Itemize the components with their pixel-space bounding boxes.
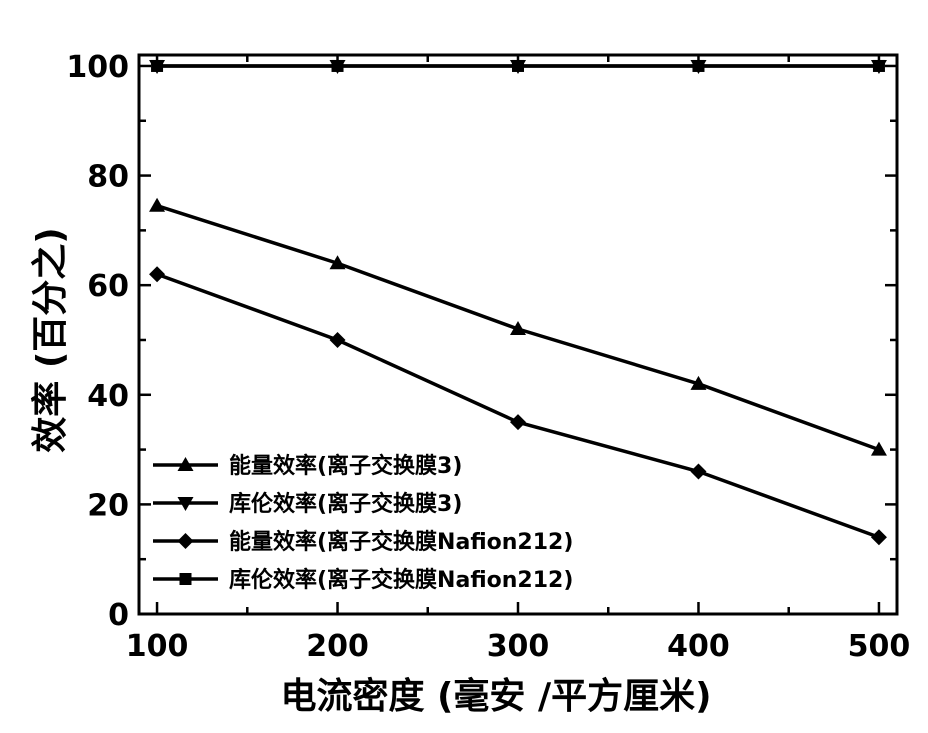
y-tick-label: 80 (87, 160, 129, 195)
data-point (151, 59, 164, 72)
x-tick-label: 400 (667, 629, 730, 664)
legend-marker (177, 457, 194, 471)
y-tick-label: 20 (87, 488, 129, 523)
data-point (329, 255, 346, 270)
y-tick-label: 100 (66, 50, 129, 85)
y-tick-label: 60 (87, 269, 129, 304)
legend-item: 能量效率(离子交换膜3) (153, 453, 462, 479)
axis-ticks: 100 200 300 400 500 0 20 40 60 80 100 (66, 50, 910, 664)
y-axis-title: 效率 (百分之) (30, 227, 71, 452)
data-point (329, 331, 346, 348)
data-point (331, 59, 344, 72)
x-tick-label: 500 (848, 629, 911, 664)
legend-item: 能量效率(离子交换膜Nafion212) (153, 529, 573, 555)
data-point (512, 59, 524, 72)
legend-marker (177, 533, 194, 549)
x-tick-label: 100 (126, 629, 189, 664)
series-3 (149, 266, 887, 546)
y-tick-label: 0 (108, 598, 129, 633)
data-point (510, 414, 526, 431)
legend-label: 库伦效率(离子交换膜3) (229, 491, 462, 517)
legend-label: 能量效率(离子交换膜Nafion212) (229, 529, 573, 555)
legend-label: 库伦效率(离子交换膜Nafion212) (229, 567, 573, 593)
data-point (690, 375, 707, 390)
data-point (690, 463, 707, 480)
x-tick-label: 200 (306, 629, 369, 664)
legend-label: 能量效率(离子交换膜3) (229, 453, 462, 479)
legend: 能量效率(离子交换膜3) 库伦效率(离子交换膜3) 能量效率(离子交换膜Nafion… (153, 453, 573, 593)
data-point (510, 321, 526, 336)
data-point (870, 441, 887, 456)
series-4 (151, 59, 885, 72)
x-axis-title: 电流密度 (毫安 /平方厘米) (280, 675, 711, 717)
series-1 (149, 197, 887, 456)
legend-marker (179, 573, 192, 585)
legend-marker (177, 497, 194, 511)
series-layer (149, 59, 887, 546)
data-point (692, 59, 705, 72)
data-point (149, 197, 166, 212)
legend-item: 库伦效率(离子交换膜Nafion212) (153, 567, 573, 593)
legend-item: 库伦效率(离子交换膜3) (153, 491, 462, 517)
y-tick-label: 40 (87, 379, 129, 414)
data-point (149, 266, 166, 283)
x-tick-label: 300 (487, 629, 550, 664)
data-point (872, 59, 885, 72)
data-point (870, 529, 887, 546)
